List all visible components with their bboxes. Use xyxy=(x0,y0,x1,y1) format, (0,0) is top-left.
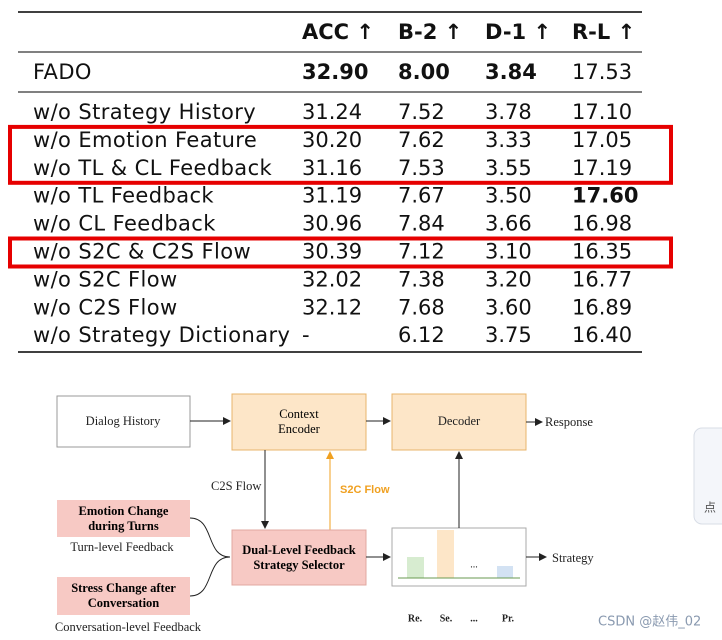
cell: 30.96 xyxy=(302,212,362,236)
row-name: w/o S2C Flow xyxy=(33,267,178,291)
cell: 30.39 xyxy=(302,240,362,264)
row-name: w/o TL & CL Feedback xyxy=(33,156,273,180)
row-name: w/o C2S Flow xyxy=(33,295,178,319)
row-name: w/o Strategy History xyxy=(33,100,256,124)
column-header: R-L ↑ xyxy=(572,20,635,44)
bar xyxy=(497,566,513,578)
label: Se. xyxy=(440,613,453,624)
highlight-box xyxy=(8,236,673,269)
cell: 3.66 xyxy=(485,212,532,236)
cell: 31.19 xyxy=(302,184,362,208)
row-name: w/o TL Feedback xyxy=(33,184,214,208)
cell: 3.50 xyxy=(485,184,532,208)
label: Context Encoder xyxy=(278,407,320,436)
label: Dual-Level Feedback Strategy Selector xyxy=(242,542,356,572)
cell: 16.77 xyxy=(572,267,632,291)
label: C2S Flow xyxy=(211,479,261,493)
column-header: ACC ↑ xyxy=(302,20,374,44)
side-widget-label[interactable]: 点 xyxy=(704,501,716,515)
cell: 17.60 xyxy=(572,184,638,208)
cell: 32.02 xyxy=(302,267,362,291)
label: Emotion Change during Turns xyxy=(78,503,169,533)
box xyxy=(391,393,527,451)
cell: 7.62 xyxy=(398,128,445,152)
cell: 7.68 xyxy=(398,295,445,319)
label: S2C Flow xyxy=(340,484,390,496)
results-table: ACC ↑ B-2 ↑ D-1 ↑ R-L ↑ FADO 32.90 8.00 3.84 17.… xyxy=(8,11,673,353)
connector xyxy=(189,517,231,597)
box xyxy=(57,500,190,537)
cell: 17.19 xyxy=(572,156,632,180)
cell: 3.10 xyxy=(485,240,532,264)
label: Re. xyxy=(408,613,423,624)
column-header: D-1 ↑ xyxy=(485,20,551,44)
label: ... xyxy=(470,559,478,570)
cell: 7.67 xyxy=(398,184,445,208)
cell: 30.20 xyxy=(302,128,362,152)
cell: 3.55 xyxy=(485,156,532,180)
cell: - xyxy=(302,323,310,347)
cell: 7.84 xyxy=(398,212,445,236)
cell: 31.24 xyxy=(302,100,362,124)
cell: 7.52 xyxy=(398,100,445,124)
cell: 3.78 xyxy=(485,100,532,124)
watermark: CSDN @赵伟_02 xyxy=(598,615,701,630)
highlight-box xyxy=(8,124,673,185)
cell: 16.40 xyxy=(572,323,632,347)
box xyxy=(231,529,367,586)
cell: 3.75 xyxy=(485,323,532,347)
label: ... xyxy=(470,613,478,624)
cell: 16.35 xyxy=(572,240,632,264)
side-widget[interactable] xyxy=(693,427,722,525)
cell: 16.98 xyxy=(572,212,632,236)
row-name: w/o Strategy Dictionary xyxy=(33,323,290,347)
diagram: Dialog History Context Encoder Decoder R… xyxy=(55,393,594,634)
cell: 32.12 xyxy=(302,295,362,319)
label-wrap: Context Encoder xyxy=(278,407,320,436)
cell: 17.10 xyxy=(572,100,632,124)
cell: 31.16 xyxy=(302,156,362,180)
label-wrap: Emotion Change during Turns xyxy=(78,503,169,533)
cell: 7.53 xyxy=(398,156,445,180)
cell: 32.90 xyxy=(302,60,368,84)
label: Response xyxy=(545,415,593,429)
row-name: w/o Emotion Feature xyxy=(33,128,257,152)
row-name: w/o S2C & C2S Flow xyxy=(33,240,251,264)
cell: 7.38 xyxy=(398,267,445,291)
cell: 17.05 xyxy=(572,128,632,152)
cell: 3.60 xyxy=(485,295,532,319)
box xyxy=(57,577,190,615)
cell: 6.12 xyxy=(398,323,445,347)
label-wrap: Dual-Level Feedback Strategy Selector xyxy=(242,542,356,572)
cell: 3.20 xyxy=(485,267,532,291)
row-name: FADO xyxy=(33,60,92,84)
cell: 17.53 xyxy=(572,60,632,84)
cell: 8.00 xyxy=(398,60,450,84)
label: Pr. xyxy=(502,613,515,624)
bar xyxy=(407,557,424,578)
cell: 3.84 xyxy=(485,60,537,84)
label: Turn-level Feedback xyxy=(70,540,174,554)
box xyxy=(231,393,367,451)
label: Decoder xyxy=(438,414,481,428)
cell: 3.33 xyxy=(485,128,532,152)
cell: 7.12 xyxy=(398,240,445,264)
column-header: B-2 ↑ xyxy=(398,20,462,44)
cell: 16.89 xyxy=(572,295,632,319)
label: Conversation-level Feedback xyxy=(55,620,202,634)
row-name: w/o CL Feedback xyxy=(33,212,216,236)
bar xyxy=(437,530,454,578)
label: Dialog History xyxy=(86,414,161,428)
label: Stress Change after Conversation xyxy=(71,581,176,610)
label: Strategy xyxy=(552,551,594,565)
label-wrap: Stress Change after Conversation xyxy=(71,581,176,610)
